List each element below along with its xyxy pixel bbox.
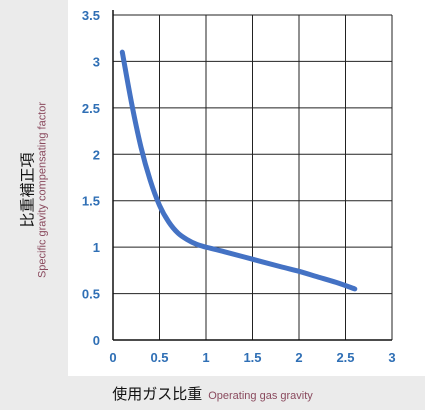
x-tick-label-1.5: 1.5 xyxy=(243,350,261,365)
line-chart: 0 0.5 1 1.5 2 2.5 3 0 0.5 1 1.5 2 2.5 3 3.5 xyxy=(82,8,396,365)
y-tick-label-0.5: 0.5 xyxy=(82,287,100,302)
series-line-0 xyxy=(119,49,358,292)
axes xyxy=(112,10,392,341)
x-tick-label-3: 3 xyxy=(388,350,395,365)
x-axis-title-en: Operating gas gravity xyxy=(208,390,313,402)
y-tick-label-1.5: 1.5 xyxy=(82,194,100,209)
x-tick-label-2: 2 xyxy=(295,350,302,365)
x-tick-label-1: 1 xyxy=(202,350,209,365)
x-axis-title-ja: 使用ガス比重 xyxy=(112,385,203,403)
y-tick-label-3.5: 3.5 xyxy=(82,8,100,23)
x-tick-label-0.5: 0.5 xyxy=(150,350,168,365)
tick-labels: 0 0.5 1 1.5 2 2.5 3 0 0.5 1 1.5 2 2.5 3 3.5 xyxy=(82,8,396,365)
y-tick-label-2: 2 xyxy=(93,147,100,162)
grid xyxy=(113,14,393,340)
x-axis-label-panel xyxy=(0,376,425,410)
y-axis-title-ja: 比重補正項 xyxy=(18,152,37,228)
series-layer xyxy=(119,49,358,292)
y-axis-label-panel xyxy=(0,0,68,410)
y-axis-title-en: Specific gravity compensating factor xyxy=(36,101,49,279)
y-tick-label-3: 3 xyxy=(93,54,100,69)
x-tick-label-0: 0 xyxy=(109,350,116,365)
y-tick-label-0: 0 xyxy=(93,333,100,348)
y-tick-label-1: 1 xyxy=(93,240,100,255)
x-tick-label-2.5: 2.5 xyxy=(336,350,354,365)
x-axis-title: 使用ガス比重 Operating gas gravity xyxy=(0,383,425,404)
y-tick-label-2.5: 2.5 xyxy=(82,101,100,116)
